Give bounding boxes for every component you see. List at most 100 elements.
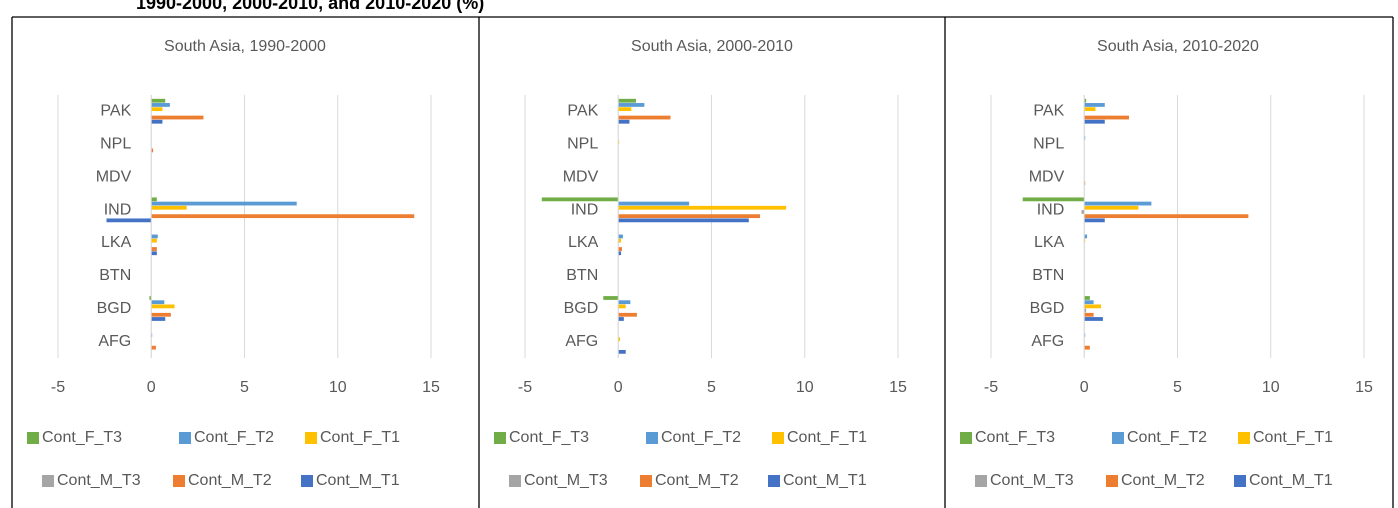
bar bbox=[618, 238, 622, 243]
bar bbox=[618, 234, 623, 239]
bar bbox=[618, 337, 621, 342]
legend-label: Cont_M_T1 bbox=[316, 472, 400, 489]
bar bbox=[618, 218, 749, 223]
legend-label: Cont_F_T1 bbox=[320, 429, 400, 446]
x-tick-label: 5 bbox=[240, 379, 249, 396]
bar bbox=[541, 197, 619, 202]
legend-label: Cont_M_T2 bbox=[655, 472, 739, 489]
bar bbox=[1084, 214, 1249, 219]
bar bbox=[1084, 115, 1130, 120]
bar bbox=[618, 119, 630, 124]
legend-label: Cont_F_T3 bbox=[42, 429, 122, 446]
legend-swatch bbox=[640, 475, 652, 487]
bar bbox=[618, 103, 645, 107]
bar bbox=[1084, 300, 1094, 305]
bar bbox=[1084, 296, 1090, 300]
y-tick-label: LKA bbox=[101, 234, 132, 251]
legend-label: Cont_F_T1 bbox=[787, 429, 867, 446]
legend-swatch bbox=[1238, 432, 1250, 444]
legend-label: Cont_F_T3 bbox=[509, 429, 589, 446]
x-tick-label: 15 bbox=[422, 379, 440, 396]
legend-swatch bbox=[301, 475, 313, 487]
bar bbox=[618, 349, 626, 354]
bar bbox=[603, 296, 619, 300]
legend-swatch bbox=[960, 432, 972, 444]
bar bbox=[151, 197, 157, 202]
bar bbox=[618, 107, 632, 112]
x-tick-label: 10 bbox=[1262, 379, 1280, 396]
legend-swatch bbox=[27, 432, 39, 444]
legend-label: Cont_M_T2 bbox=[188, 472, 272, 489]
chart-title: South Asia, 2010-2020 bbox=[1097, 38, 1259, 55]
bar bbox=[1084, 312, 1094, 317]
legend-swatch bbox=[768, 475, 780, 487]
legend-label: Cont_F_T2 bbox=[194, 429, 274, 446]
legend-swatch bbox=[975, 475, 987, 487]
bar bbox=[618, 214, 760, 219]
y-tick-label: MDV bbox=[96, 168, 132, 185]
y-tick-label: BGD bbox=[564, 300, 599, 317]
bar bbox=[1084, 205, 1139, 210]
bar bbox=[151, 304, 175, 309]
y-tick-label: BTN bbox=[99, 267, 131, 284]
legend-label: Cont_M_T3 bbox=[990, 472, 1074, 489]
x-tick-label: 0 bbox=[147, 379, 156, 396]
bar bbox=[151, 103, 170, 107]
bar bbox=[1084, 308, 1087, 313]
bar bbox=[618, 317, 624, 321]
bar bbox=[1022, 197, 1085, 202]
bar bbox=[151, 107, 163, 112]
x-tick-label: 15 bbox=[889, 379, 907, 396]
bar bbox=[151, 205, 187, 210]
y-tick-label: MDV bbox=[1029, 168, 1065, 185]
x-tick-label: -5 bbox=[984, 379, 998, 396]
legend-label: Cont_F_T2 bbox=[661, 429, 741, 446]
y-tick-label: AFG bbox=[98, 333, 131, 350]
x-tick-label: -5 bbox=[518, 379, 532, 396]
y-tick-label: NPL bbox=[567, 136, 598, 153]
x-tick-label: 10 bbox=[796, 379, 814, 396]
bar bbox=[151, 234, 158, 239]
y-tick-label: LKA bbox=[568, 234, 599, 251]
x-tick-label: 0 bbox=[614, 379, 623, 396]
y-tick-label: PAK bbox=[100, 103, 131, 120]
y-tick-label: MDV bbox=[563, 168, 599, 185]
legend-swatch bbox=[646, 432, 658, 444]
bar bbox=[151, 98, 166, 103]
bar bbox=[1084, 201, 1152, 206]
y-tick-label: AFG bbox=[1031, 333, 1064, 350]
bar bbox=[151, 201, 297, 206]
legend-label: Cont_M_T1 bbox=[783, 472, 867, 489]
bar bbox=[151, 238, 157, 243]
legend-swatch bbox=[1112, 432, 1124, 444]
bar bbox=[151, 345, 156, 350]
y-tick-label: PAK bbox=[567, 103, 598, 120]
bar bbox=[106, 218, 152, 223]
y-tick-label: PAK bbox=[1033, 103, 1064, 120]
bar bbox=[151, 300, 165, 305]
bar bbox=[1084, 119, 1105, 124]
y-tick-label: BTN bbox=[566, 267, 598, 284]
bar bbox=[618, 115, 671, 120]
bar bbox=[1084, 98, 1087, 103]
y-tick-label: IND bbox=[104, 201, 132, 218]
y-tick-label: IND bbox=[571, 201, 599, 218]
y-tick-label: NPL bbox=[1033, 136, 1064, 153]
x-tick-label: 15 bbox=[1355, 379, 1373, 396]
legend-swatch bbox=[179, 432, 191, 444]
legend-label: Cont_F_T2 bbox=[1127, 429, 1207, 446]
legend-swatch bbox=[772, 432, 784, 444]
legend-swatch bbox=[1106, 475, 1118, 487]
legend-label: Cont_M_T2 bbox=[1121, 472, 1205, 489]
bar bbox=[618, 300, 631, 305]
legend-label: Cont_M_T3 bbox=[57, 472, 141, 489]
bar bbox=[618, 205, 787, 210]
y-tick-label: BTN bbox=[1032, 267, 1064, 284]
bar bbox=[151, 148, 154, 153]
legend-label: Cont_F_T1 bbox=[1253, 429, 1333, 446]
x-tick-label: 10 bbox=[329, 379, 347, 396]
y-tick-label: IND bbox=[1037, 201, 1065, 218]
chart-title: South Asia, 1990-2000 bbox=[164, 38, 326, 55]
chart-title: South Asia, 2000-2010 bbox=[631, 38, 793, 55]
